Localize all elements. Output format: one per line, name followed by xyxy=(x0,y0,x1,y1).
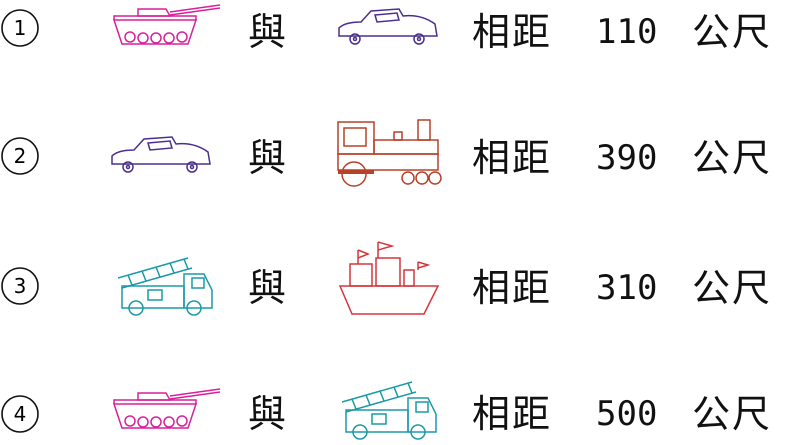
distance-value: 500 xyxy=(596,394,658,434)
connector-text: 與 xyxy=(248,266,287,310)
unit-text: 公尺 xyxy=(692,392,773,436)
circled-number-1: 1 xyxy=(0,8,40,48)
unit-text: 公尺 xyxy=(692,136,773,180)
number-label: 1 xyxy=(14,16,27,40)
circled-number-3: 3 xyxy=(0,266,40,306)
unit-text: 公尺 xyxy=(692,266,773,310)
circled-number-2: 2 xyxy=(0,136,40,176)
car-icon xyxy=(108,134,214,176)
distance-value: 310 xyxy=(596,268,658,308)
distance-value: 390 xyxy=(596,138,658,178)
tank-icon xyxy=(110,4,225,50)
relation-text: 相距 xyxy=(472,10,553,54)
relation-text: 相距 xyxy=(472,266,553,310)
number-label: 4 xyxy=(14,402,27,426)
unit-text: 公尺 xyxy=(692,10,773,54)
question-row-1: 1 與 相距 110 公尺 xyxy=(0,4,786,84)
distance-value: 110 xyxy=(596,12,658,52)
tank-icon xyxy=(110,388,225,434)
number-label: 2 xyxy=(14,144,27,168)
train-icon xyxy=(334,118,444,190)
car-icon xyxy=(335,6,441,48)
relation-text: 相距 xyxy=(472,392,553,436)
question-row-2: 2 與 相距 390 公尺 xyxy=(0,114,786,194)
question-row-4: 4 與 相距 500 公尺 xyxy=(0,364,786,444)
connector-text: 與 xyxy=(248,392,287,436)
relation-text: 相距 xyxy=(472,136,553,180)
boat-icon xyxy=(338,240,442,320)
connector-text: 與 xyxy=(248,10,287,54)
fire-truck-icon xyxy=(338,374,442,442)
fire-truck-icon xyxy=(114,250,218,318)
circled-number-4: 4 xyxy=(0,394,40,434)
number-label: 3 xyxy=(14,274,27,298)
question-row-3: 3 與 相距 310 公尺 xyxy=(0,240,786,320)
connector-text: 與 xyxy=(248,136,287,180)
